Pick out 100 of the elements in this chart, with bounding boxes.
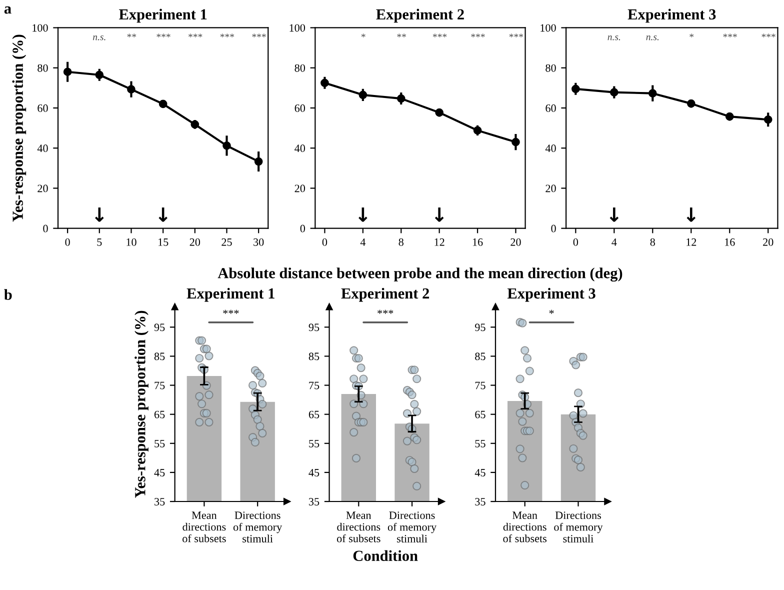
annotation: *** [220,34,234,38]
y-axis-title: Yes-response proportion (%) [12,34,26,222]
y-tick-label: 85 [308,352,320,360]
annotation: ↓ [95,207,104,222]
y-tick-label: 40 [545,144,556,152]
annotation: *** [509,34,524,38]
x-tick-label: 10 [126,238,136,246]
x-tick-label: 20 [510,238,521,246]
annotation: ↓ [686,207,696,222]
x-tick-label: 12 [434,238,444,246]
y-tick-label: 80 [546,64,556,72]
chart-title: Experiment 2 [341,288,430,302]
annotation: * [690,34,694,38]
y-tick-label: 20 [546,184,556,192]
annotation: *** [223,310,239,314]
y-tick-label: 35 [475,498,486,506]
y-tick-label: 95 [308,324,320,332]
y-tick-label: 55 [475,440,486,448]
x-tick-label: Mean directions of subsets [182,512,226,542]
chart-title: Experiment 2 [376,8,464,23]
x-tick-label: 8 [398,238,404,246]
y-tick-label: 60 [38,104,48,112]
y-tick-label: 20 [38,184,48,192]
x-tick-label: Directions of memory stimuli [554,512,603,542]
y-tick-label: 95 [475,324,486,332]
annotation: ↓ [358,207,368,222]
annotation: n.s. [646,36,659,40]
y-tick-label: 75 [309,382,320,390]
x-tick-label: 4 [360,238,366,246]
y-tick-label: 100 [32,24,48,32]
chart-title: Experiment 3 [628,8,716,23]
x-tick-label: 16 [725,238,735,246]
annotation: ↓ [158,207,168,222]
annotation: ** [127,34,136,38]
annotation: *** [432,34,447,38]
text: a [4,6,12,14]
y-tick-label: 65 [154,410,165,418]
chart-title: Experiment 1 [118,8,207,23]
y-tick-label: 60 [546,104,556,112]
y-tick-label: 0 [43,224,48,232]
x-axis-title: Condition [353,550,418,562]
y-tick-label: 35 [154,498,165,506]
chart-title: Experiment 1 [186,288,274,302]
y-tick-label: 0 [300,224,306,232]
x-tick-label: 0 [573,238,578,246]
annotation: * [361,34,366,38]
y-tick-label: 45 [154,468,165,476]
y-tick-label: 80 [294,64,306,72]
x-tick-label: 25 [222,238,232,246]
x-tick-label: 4 [612,238,617,246]
y-tick-label: 75 [154,382,165,390]
annotation: * [549,310,554,314]
y-tick-label: 100 [290,24,306,32]
y-tick-label: 95 [154,324,165,332]
x-tick-label: 0 [322,238,328,246]
y-tick-label: 60 [294,104,306,112]
annotation: *** [471,34,485,38]
x-axis-title: Absolute distance between probe and the mean direction (deg) [218,268,622,282]
annotation: ↓ [610,207,619,222]
y-tick-label: 40 [294,144,306,152]
annotation: *** [378,310,394,314]
y-tick-label: 65 [308,410,320,418]
y-tick-label: 40 [37,144,48,152]
chart-title: Experiment 3 [507,288,596,302]
annotation: *** [156,34,170,38]
annotation: *** [188,34,202,38]
x-tick-label: 0 [65,238,70,246]
y-tick-label: 55 [309,440,320,448]
x-tick-label: 8 [650,238,655,246]
x-tick-label: 30 [254,238,264,246]
y-tick-label: 35 [308,498,320,506]
x-tick-label: Mean directions of subsets [503,512,547,542]
x-tick-label: 20 [190,238,200,246]
y-tick-label: 100 [540,24,556,32]
annotation: *** [252,34,266,38]
y-tick-label: 80 [38,64,48,72]
annotation: *** [723,34,737,38]
y-tick-label: 45 [308,468,320,476]
annotation: n.s. [92,36,106,40]
y-tick-label: 65 [475,410,486,418]
x-tick-label: 20 [763,238,774,246]
x-tick-label: Mean directions of subsets [337,512,380,542]
text: b [4,289,12,300]
y-tick-label: 45 [474,468,486,476]
annotation: *** [762,34,776,38]
x-tick-label: 16 [472,238,483,246]
y-tick-label: 0 [551,224,556,232]
annotation: n.s. [608,36,620,40]
x-tick-label: 12 [686,238,696,246]
y-tick-label: 55 [154,440,165,448]
x-tick-label: 5 [97,238,102,246]
x-tick-label: Directions of memory stimuli [233,512,282,542]
y-tick-label: 85 [154,352,165,360]
y-tick-label: 85 [475,352,486,360]
y-tick-label: 75 [475,382,486,390]
x-tick-label: Directions of memory stimuli [388,512,437,542]
x-tick-label: 15 [158,238,168,246]
annotation: ** [397,34,406,38]
annotation: ↓ [434,207,444,222]
y-tick-label: 20 [294,184,306,192]
